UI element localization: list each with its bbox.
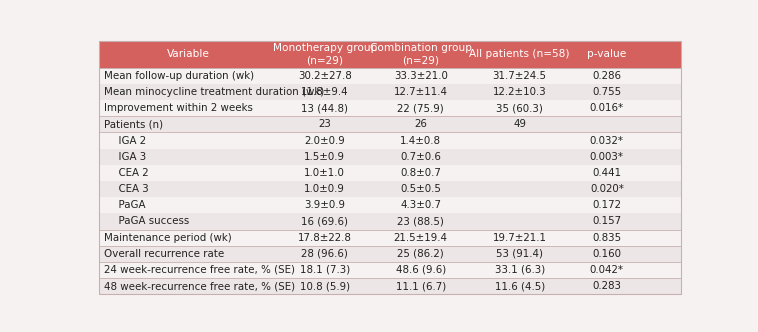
Text: Mean minocycline treatment duration (wk): Mean minocycline treatment duration (wk) — [104, 87, 324, 97]
Text: 1.5±0.9: 1.5±0.9 — [304, 152, 346, 162]
Text: 0.755: 0.755 — [592, 87, 622, 97]
Text: 0.003*: 0.003* — [590, 152, 624, 162]
Bar — [99, 116, 681, 132]
Text: 31.7±24.5: 31.7±24.5 — [493, 71, 547, 81]
Text: All patients (n=58): All patients (n=58) — [469, 49, 570, 59]
Text: 0.441: 0.441 — [592, 168, 622, 178]
Bar — [99, 246, 681, 262]
Bar — [99, 181, 681, 197]
Bar — [99, 149, 681, 165]
Text: 24 week-recurrence free rate, % (SE): 24 week-recurrence free rate, % (SE) — [104, 265, 295, 275]
Bar — [99, 197, 681, 213]
Bar — [99, 41, 681, 68]
Text: 16 (69.6): 16 (69.6) — [302, 216, 349, 226]
Text: 13 (44.8): 13 (44.8) — [302, 103, 349, 113]
Text: 0.5±0.5: 0.5±0.5 — [400, 184, 441, 194]
Text: PaGA success: PaGA success — [112, 216, 190, 226]
Bar — [99, 68, 681, 84]
Text: 12.7±11.4: 12.7±11.4 — [393, 87, 448, 97]
Text: 21.5±19.4: 21.5±19.4 — [393, 233, 448, 243]
Text: 18.1 (7.3): 18.1 (7.3) — [299, 265, 350, 275]
Text: 23: 23 — [318, 120, 331, 129]
Text: CEA 2: CEA 2 — [112, 168, 149, 178]
Text: 35 (60.3): 35 (60.3) — [496, 103, 543, 113]
Text: 3.9±0.9: 3.9±0.9 — [304, 200, 346, 210]
Text: 48.6 (9.6): 48.6 (9.6) — [396, 265, 446, 275]
Text: p-value: p-value — [587, 49, 627, 59]
Text: Combination group
(n=29): Combination group (n=29) — [370, 43, 471, 66]
Text: 0.042*: 0.042* — [590, 265, 624, 275]
Text: 0.157: 0.157 — [592, 216, 622, 226]
Text: 10.8 (5.9): 10.8 (5.9) — [299, 281, 350, 291]
Text: 23 (88.5): 23 (88.5) — [397, 216, 444, 226]
Text: 33.1 (6.3): 33.1 (6.3) — [494, 265, 545, 275]
Bar — [99, 100, 681, 116]
Text: 22 (75.9): 22 (75.9) — [397, 103, 444, 113]
Text: 17.8±22.8: 17.8±22.8 — [298, 233, 352, 243]
Text: 28 (96.6): 28 (96.6) — [302, 249, 348, 259]
Text: 0.016*: 0.016* — [590, 103, 624, 113]
Text: 49: 49 — [513, 120, 526, 129]
Text: IGA 3: IGA 3 — [112, 152, 146, 162]
Text: Patients (n): Patients (n) — [104, 120, 163, 129]
Text: 53 (91.4): 53 (91.4) — [496, 249, 543, 259]
Text: 11.8±9.4: 11.8±9.4 — [301, 87, 349, 97]
Text: 26: 26 — [415, 120, 428, 129]
Text: Variable: Variable — [167, 49, 209, 59]
Text: PaGA: PaGA — [112, 200, 146, 210]
Text: 0.835: 0.835 — [592, 233, 622, 243]
Text: 11.1 (6.7): 11.1 (6.7) — [396, 281, 446, 291]
Bar — [99, 84, 681, 100]
Text: IGA 2: IGA 2 — [112, 135, 146, 145]
Bar — [99, 229, 681, 246]
Bar — [99, 213, 681, 229]
Text: 2.0±0.9: 2.0±0.9 — [305, 135, 345, 145]
Text: 4.3±0.7: 4.3±0.7 — [400, 200, 441, 210]
Text: 11.6 (4.5): 11.6 (4.5) — [494, 281, 545, 291]
Text: 1.4±0.8: 1.4±0.8 — [400, 135, 441, 145]
Text: 25 (86.2): 25 (86.2) — [397, 249, 444, 259]
Text: 0.7±0.6: 0.7±0.6 — [400, 152, 441, 162]
Text: CEA 3: CEA 3 — [112, 184, 149, 194]
Text: 48 week-recurrence free rate, % (SE): 48 week-recurrence free rate, % (SE) — [104, 281, 296, 291]
Text: 12.2±10.3: 12.2±10.3 — [493, 87, 547, 97]
Text: Maintenance period (wk): Maintenance period (wk) — [104, 233, 232, 243]
Bar — [99, 132, 681, 149]
Text: 0.020*: 0.020* — [590, 184, 624, 194]
Text: 0.8±0.7: 0.8±0.7 — [400, 168, 441, 178]
Text: 1.0±0.9: 1.0±0.9 — [305, 184, 345, 194]
Text: 0.283: 0.283 — [592, 281, 622, 291]
Text: Improvement within 2 weeks: Improvement within 2 weeks — [104, 103, 253, 113]
Text: 1.0±1.0: 1.0±1.0 — [305, 168, 345, 178]
Text: Monotherapy group
(n=29): Monotherapy group (n=29) — [273, 43, 377, 66]
Bar — [99, 262, 681, 278]
Text: Mean follow-up duration (wk): Mean follow-up duration (wk) — [104, 71, 254, 81]
Bar — [99, 278, 681, 294]
Text: 0.032*: 0.032* — [590, 135, 624, 145]
Text: Overall recurrence rate: Overall recurrence rate — [104, 249, 224, 259]
Text: 19.7±21.1: 19.7±21.1 — [493, 233, 547, 243]
Bar — [99, 165, 681, 181]
Text: 33.3±21.0: 33.3±21.0 — [394, 71, 448, 81]
Text: 0.172: 0.172 — [592, 200, 622, 210]
Text: 30.2±27.8: 30.2±27.8 — [298, 71, 352, 81]
Text: 0.160: 0.160 — [592, 249, 622, 259]
Text: 0.286: 0.286 — [592, 71, 622, 81]
